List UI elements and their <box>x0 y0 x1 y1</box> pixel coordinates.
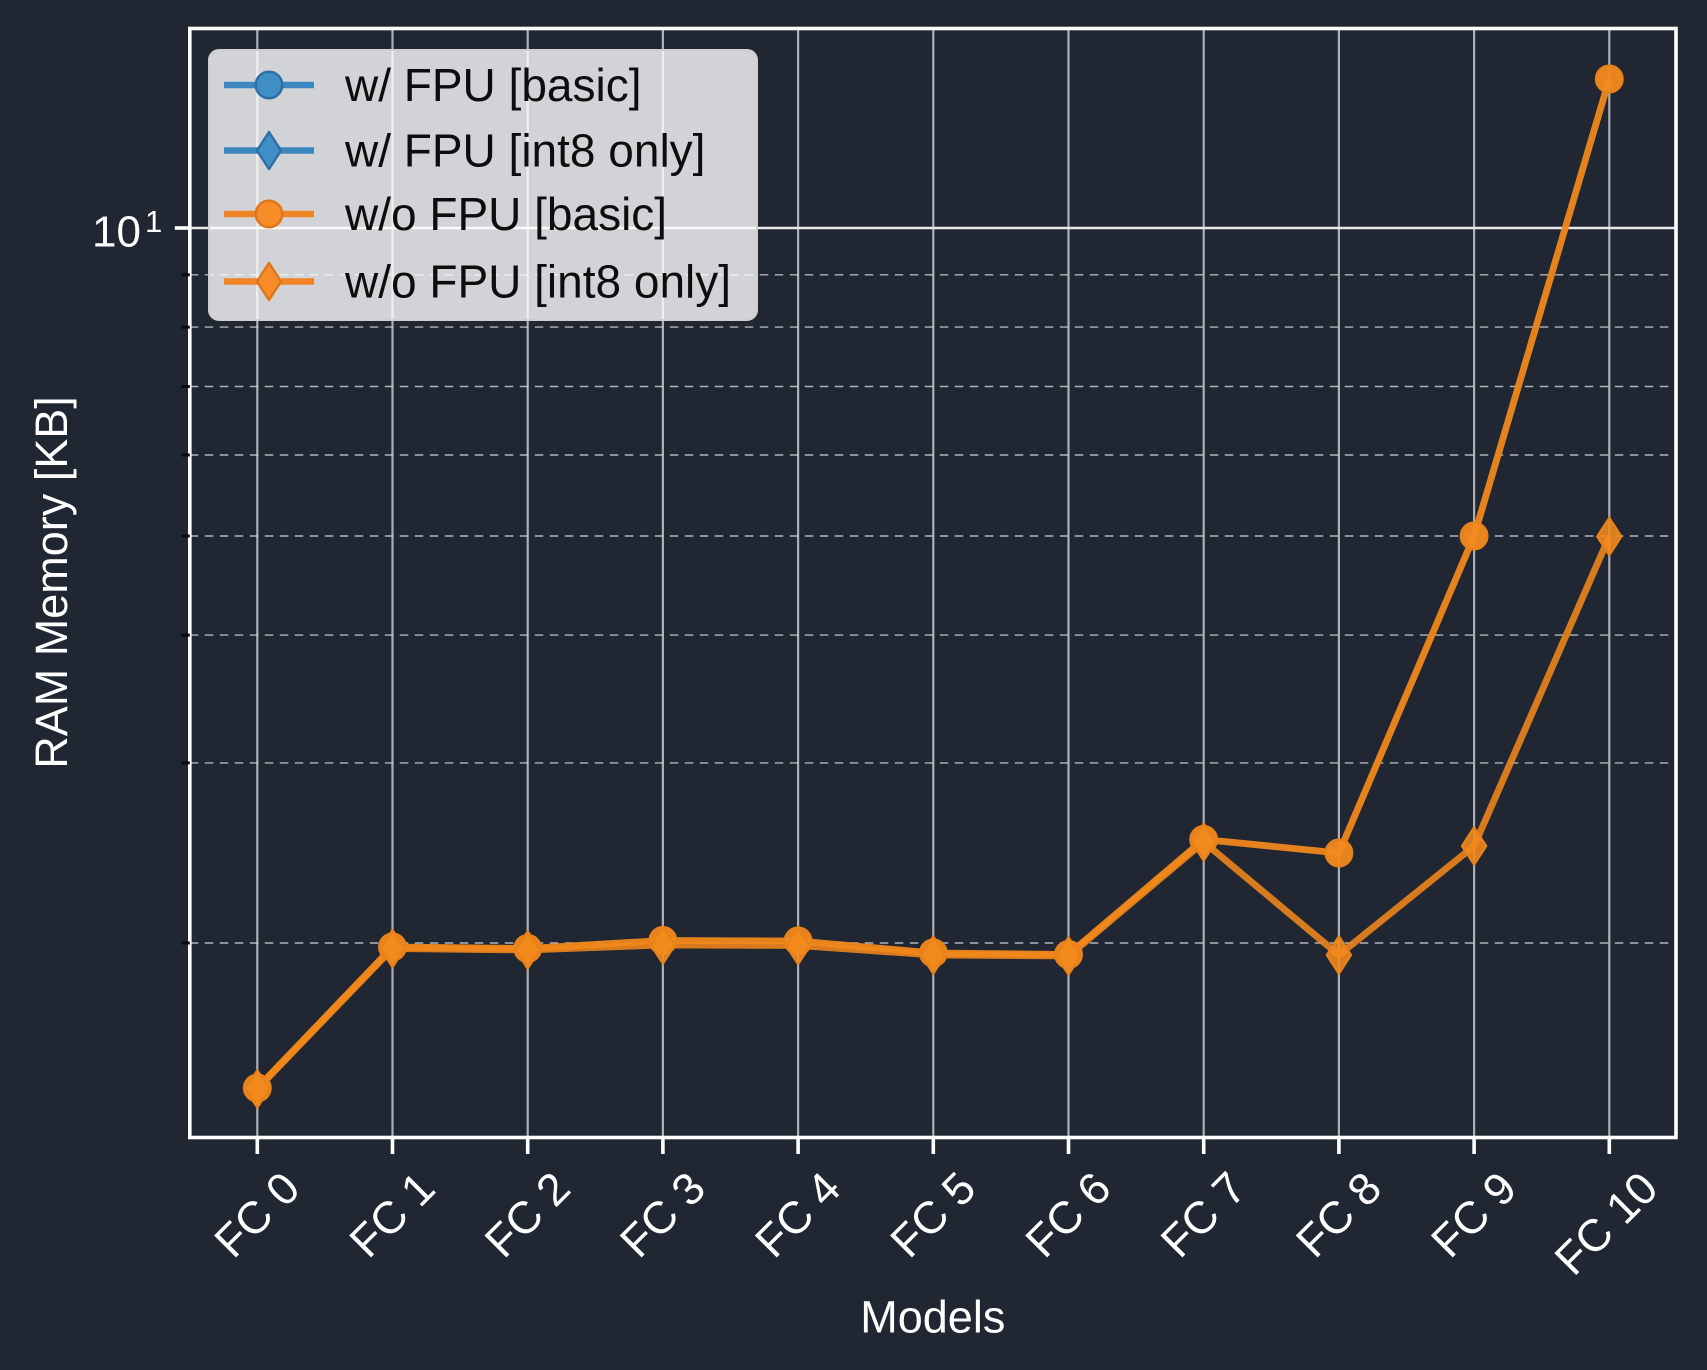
svg-text:w/o FPU [int8 only]: w/o FPU [int8 only] <box>344 256 731 308</box>
svg-text:w/o FPU [basic]: w/o FPU [basic] <box>344 188 667 240</box>
svg-text:10: 10 <box>92 208 141 257</box>
svg-text:w/ FPU [int8 only]: w/ FPU [int8 only] <box>344 125 705 177</box>
svg-text:Models: Models <box>860 1292 1005 1343</box>
svg-text:w/ FPU [basic]: w/ FPU [basic] <box>344 59 642 111</box>
svg-text:1: 1 <box>145 204 162 239</box>
svg-text:RAM Memory [KB]: RAM Memory [KB] <box>26 396 77 769</box>
